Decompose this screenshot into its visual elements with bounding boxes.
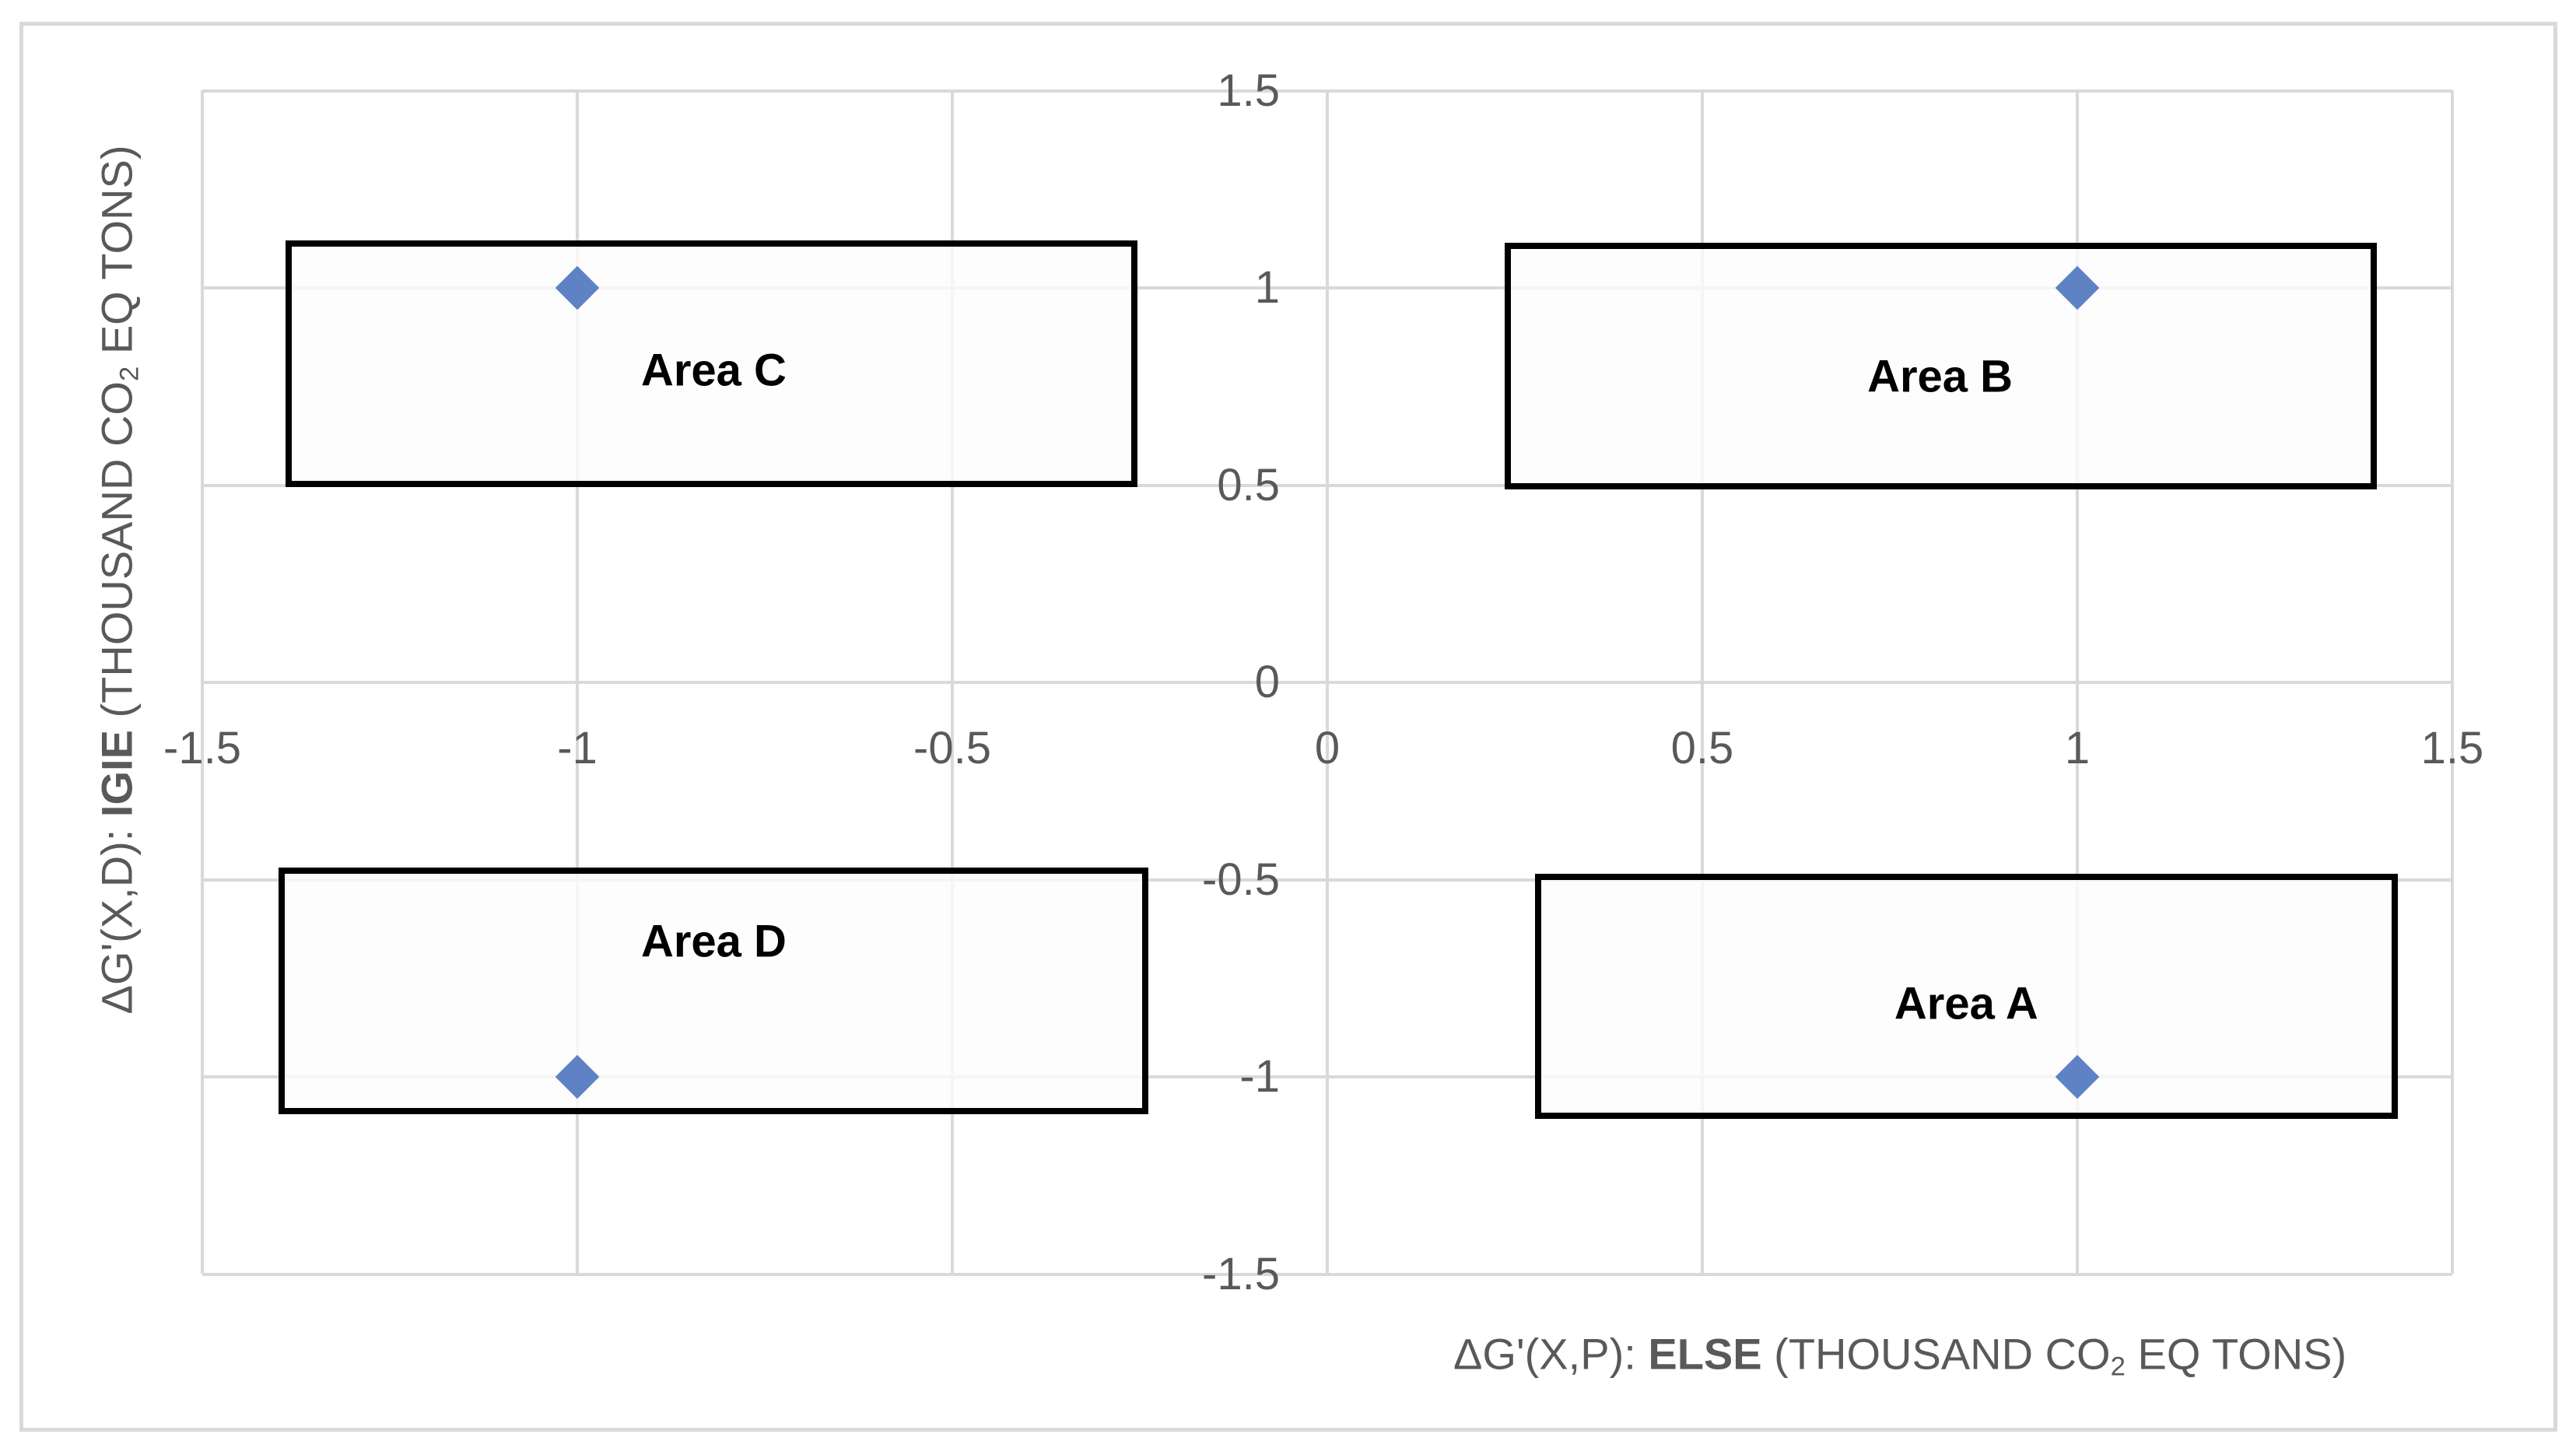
y-tick-label: 1	[1254, 262, 1280, 313]
area-box-b	[1505, 243, 2377, 489]
area-label-b: Area B	[1867, 351, 2013, 402]
horizontal-gridline	[202, 483, 2452, 487]
y-tick-label: -1	[1239, 1051, 1280, 1102]
area-box-d	[279, 867, 1148, 1115]
y-tick-label: -0.5	[1202, 854, 1280, 905]
horizontal-gridline	[202, 1272, 2452, 1276]
axis-title-segment: ΔG'(X,P):	[1453, 1329, 1649, 1379]
plot-area: Area C Area B Area D Area A -1.5 -1 -0.5 0 0.5 1 1…	[163, 68, 2483, 1296]
x-tick-label: -0.5	[913, 723, 991, 773]
x-tick-label: 0.5	[1670, 723, 1734, 773]
axis-title-segment: (THOUSAND CO	[1761, 1329, 2111, 1379]
axis-title-segment: (THOUSAND CO	[92, 381, 142, 731]
y-tick-label: 1.5	[1217, 65, 1280, 116]
horizontal-gridline	[202, 286, 2452, 289]
axis-title-segment: ELSE	[1648, 1329, 1762, 1379]
axis-title-segment: EQ TONS)	[2125, 1329, 2347, 1379]
area-box-c	[285, 240, 1138, 487]
horizontal-gridline	[202, 878, 2452, 882]
y-axis-title: ΔG'(X,D): IGIE (THOUSAND CO2 EQ TONS)	[92, 146, 145, 1015]
x-tick-label: 1	[2064, 723, 2091, 773]
axis-title-segment: 2	[2110, 1352, 2126, 1382]
x-tick-label: 0	[1314, 723, 1341, 773]
axis-title-segment: ΔG'(X,D):	[92, 817, 142, 1015]
axis-title-segment: IGIE	[92, 730, 142, 818]
area-label-c: Area C	[640, 345, 787, 396]
x-axis-title: ΔG'(X,P): ELSE (THOUSAND CO2 EQ TONS)	[1453, 1329, 2346, 1383]
horizontal-gridline	[202, 1075, 2452, 1078]
axis-title-segment: EQ TONS)	[92, 145, 142, 366]
area-box-a	[1534, 873, 2398, 1120]
vertical-gridline	[2451, 90, 2454, 1274]
y-tick-label: -1.5	[1202, 1248, 1280, 1299]
figure-border	[19, 22, 2557, 1432]
y-tick-label: 0	[1254, 657, 1280, 707]
horizontal-gridline	[202, 89, 2452, 93]
axis-title-segment: 2	[114, 366, 145, 382]
horizontal-gridline	[202, 681, 2452, 684]
area-label-d: Area D	[640, 916, 787, 967]
area-label-a: Area A	[1894, 978, 2038, 1029]
x-tick-label: 1.5	[2420, 723, 2484, 773]
x-tick-label: -1	[557, 723, 598, 773]
x-tick-label: -1.5	[163, 723, 241, 773]
y-tick-label: 0.5	[1217, 459, 1280, 510]
